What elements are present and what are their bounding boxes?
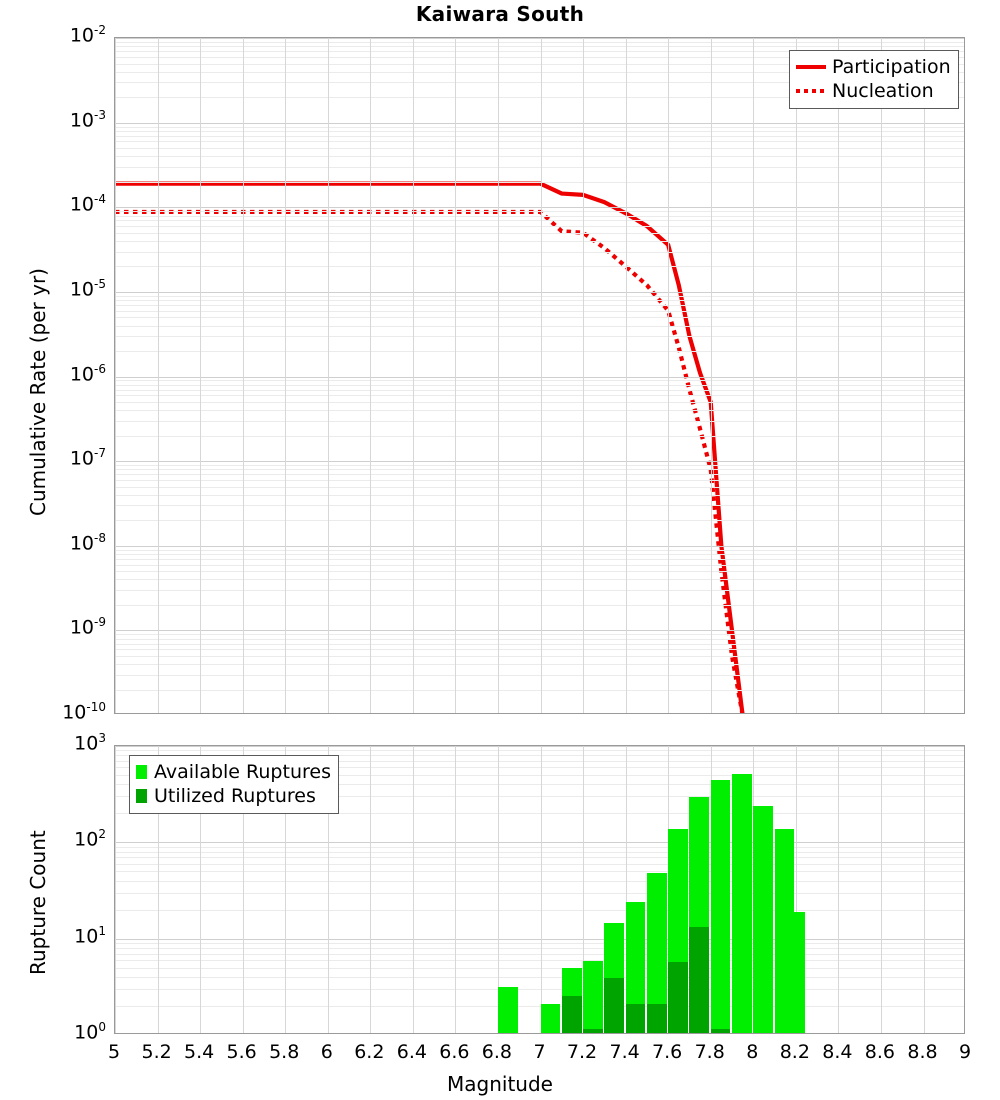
y-tick-label: 10-5	[69, 276, 106, 301]
bar-utilized	[583, 1029, 603, 1033]
y-tick-label: 100	[74, 1020, 106, 1044]
bar-utilized	[561, 996, 582, 1033]
x-tick-label: 6	[320, 1041, 333, 1063]
x-tick-label: 7.6	[651, 1041, 683, 1063]
bar-group[interactable]	[710, 780, 731, 1033]
bar-utilized	[625, 1004, 646, 1033]
bar-available	[540, 1004, 561, 1033]
curve-legend: Participation Nucleation	[789, 50, 959, 109]
bar-available	[497, 987, 518, 1033]
y-tick-label: 101	[74, 923, 106, 948]
utilized-swatch-icon	[136, 789, 147, 803]
legend-item-utilized[interactable]: Utilized Ruptures	[136, 784, 331, 808]
bar-group[interactable]	[689, 797, 710, 1033]
y-tick-label: 10-4	[69, 192, 106, 216]
bar-series	[115, 746, 964, 1033]
bar-available	[753, 805, 774, 1033]
x-tick-label: 6.6	[439, 1041, 470, 1063]
page-title: Kaiwara South	[415, 2, 585, 26]
x-tick-label: 8.2	[779, 1041, 810, 1063]
x-tick-label: 9	[958, 1041, 972, 1063]
bar-available	[785, 912, 805, 1033]
rupture-legend: Available Ruptures Utilized Ruptures	[129, 755, 339, 814]
y-tick-label: 10-3	[69, 107, 106, 131]
x-tick-label: 7.4	[609, 1041, 640, 1063]
bar-utilized	[710, 1029, 731, 1033]
legend-item-available[interactable]: Available Ruptures	[136, 760, 331, 784]
bar-available	[646, 872, 667, 1033]
y-tick-label: 10-6	[69, 361, 106, 385]
x-tick-label: 7.2	[566, 1041, 598, 1063]
x-tick-label: 5.2	[141, 1041, 172, 1063]
x-tick-label: 5.4	[183, 1041, 215, 1063]
x-tick-label: 8.8	[907, 1041, 938, 1063]
bar-group[interactable]	[625, 901, 646, 1033]
bar-group[interactable]	[753, 805, 774, 1033]
y-tick-label: 10-10	[62, 700, 106, 724]
x-tick-label: 5	[107, 1041, 121, 1063]
x-tick-label: 7	[533, 1041, 546, 1063]
bar-group[interactable]	[497, 987, 518, 1033]
solid-line-icon	[796, 65, 826, 69]
x-tick-label: 6.8	[481, 1041, 512, 1063]
bar-available	[732, 773, 752, 1033]
x-tick-label: 8	[746, 1041, 759, 1063]
legend-label-nucleation: Nucleation	[832, 80, 934, 102]
x-tick-label: 5.6	[226, 1041, 257, 1063]
bottom-y-axis-label: Rupture Count	[26, 829, 50, 975]
bar-group[interactable]	[540, 1004, 561, 1033]
x-tick-label: 6.2	[354, 1041, 385, 1063]
legend-label-participation: Participation	[832, 56, 951, 78]
cumulative-rate-plot	[114, 37, 965, 714]
top-y-axis-label: Cumulative Rate (per yr)	[26, 267, 50, 516]
y-tick-label: 10-2	[69, 23, 106, 47]
legend-item-nucleation[interactable]: Nucleation	[796, 79, 951, 103]
bar-utilized	[689, 927, 710, 1033]
curve-participation	[115, 181, 745, 713]
bar-utilized	[604, 978, 625, 1033]
bar-available	[710, 780, 731, 1033]
bar-utilized	[646, 1004, 667, 1033]
bar-available	[583, 960, 603, 1033]
bar-group[interactable]	[785, 912, 805, 1033]
x-tick-label: 7.8	[694, 1041, 725, 1063]
bar-group[interactable]	[646, 872, 667, 1033]
dotted-line-icon	[796, 89, 826, 93]
legend-label-available: Available Ruptures	[154, 761, 331, 783]
legend-label-utilized: Utilized Ruptures	[154, 785, 316, 807]
available-swatch-icon	[136, 765, 147, 779]
y-tick-label: 102	[74, 827, 106, 851]
top-gridlines	[115, 38, 964, 713]
y-tick-label: 103	[74, 731, 106, 755]
y-tick-label: 10-8	[69, 530, 106, 555]
x-tick-label: 5.8	[269, 1041, 300, 1063]
legend-item-participation[interactable]: Participation	[796, 55, 951, 79]
bar-group[interactable]	[604, 922, 625, 1033]
bar-available	[625, 901, 646, 1033]
x-tick-label: 8.6	[864, 1041, 895, 1063]
bar-group[interactable]	[732, 773, 752, 1033]
x-tick-label: 8.4	[822, 1041, 853, 1063]
bar-group[interactable]	[583, 960, 603, 1033]
bar-group[interactable]	[668, 829, 688, 1033]
y-tick-label: 10-9	[69, 615, 106, 639]
rate-curves	[115, 181, 745, 713]
bar-utilized	[668, 961, 688, 1033]
y-tick-label: 10-7	[69, 446, 106, 470]
x-axis-label: Magnitude	[447, 1072, 553, 1096]
x-tick-label: 6.4	[396, 1041, 427, 1063]
bar-group[interactable]	[561, 968, 582, 1033]
